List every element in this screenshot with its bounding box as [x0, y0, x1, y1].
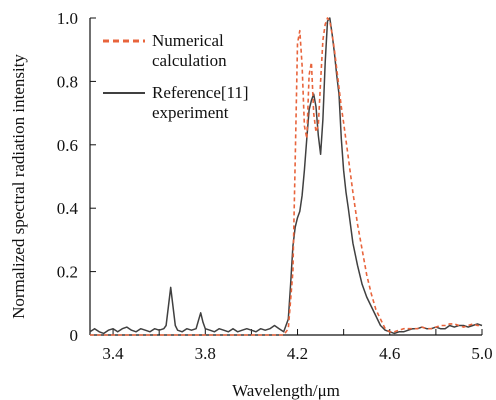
y-tick-label: 0.2	[57, 263, 78, 282]
y-tick-label: 0.8	[57, 72, 78, 91]
legend-label: Numerical	[152, 31, 224, 50]
y-tick-label: 0	[70, 326, 79, 345]
y-axis-title: Normalized spectral radiation intensity	[9, 54, 28, 319]
series-line-reference-experiment	[89, 17, 483, 335]
y-tick-label: 1.0	[57, 9, 78, 28]
legend-label: calculation	[152, 51, 227, 70]
x-axis-title: Wavelength/μm	[232, 381, 340, 400]
x-tick-label: 3.4	[102, 344, 124, 363]
series-line-numerical-calculation	[90, 17, 482, 336]
axes-group: 3.4 3.8 4.2 4.6 5.0 0 0.2 0.4 0.6 0.8 1.0	[57, 9, 493, 363]
x-tick-label: 5.0	[471, 344, 492, 363]
x-tick-label: 3.8	[195, 344, 216, 363]
x-tick-label: 4.2	[287, 344, 308, 363]
y-tick-label: 0.6	[57, 136, 78, 155]
legend-label: Reference[11]	[152, 83, 249, 102]
x-tick-label: 4.6	[379, 344, 400, 363]
series-group	[89, 17, 483, 336]
legend-label: experiment	[152, 103, 229, 122]
y-tick-label: 0.4	[57, 199, 79, 218]
